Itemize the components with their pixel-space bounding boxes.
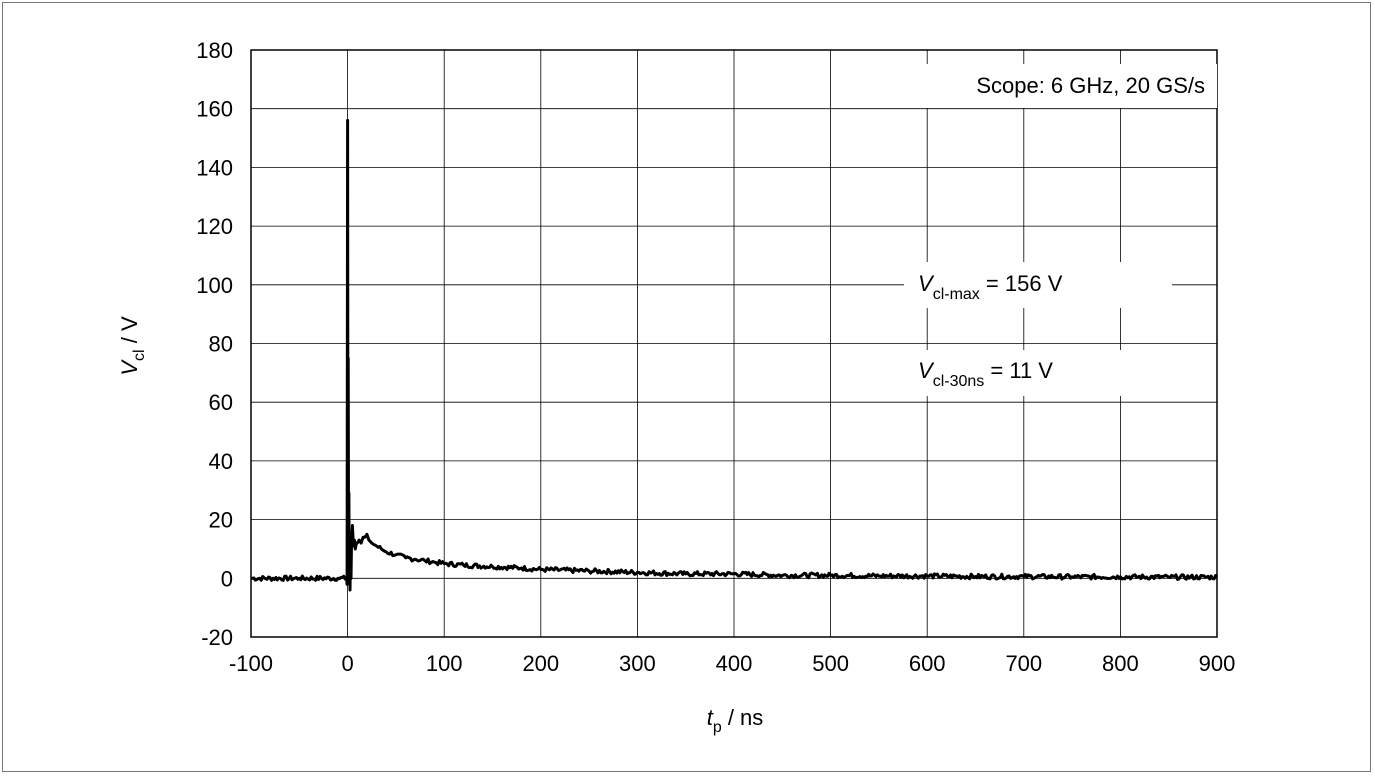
- scope-label-background: [864, 64, 1217, 108]
- y-tick-label: 40: [209, 449, 233, 474]
- x-tick-label: 500: [812, 651, 849, 676]
- grid-lines: [250, 49, 1218, 638]
- y-tick-label: 140: [196, 155, 233, 180]
- x-tick-label: 400: [716, 651, 753, 676]
- v30-label: Vcl-30ns = 11 V: [918, 358, 1053, 390]
- voltage-waveform: [251, 118, 1219, 592]
- x-tick-label: 600: [909, 651, 946, 676]
- x-tick-label: -100: [229, 651, 273, 676]
- plot-area: [250, 49, 1218, 638]
- x-tick-label: 100: [426, 651, 463, 676]
- y-axis-label: Vcl / V: [117, 316, 148, 376]
- x-tick-label: 700: [1005, 651, 1042, 676]
- x-axis-ticks: -100 0 100 200 300 400 500 600 700 800 900: [229, 651, 1235, 676]
- v30-label-background: [904, 350, 1144, 396]
- y-tick-label: 100: [196, 273, 233, 298]
- y-axis-ticks: -20 0 20 40 60 80 100 120 140 160 180: [196, 38, 233, 650]
- x-tick-label: 0: [341, 651, 353, 676]
- x-axis-label: tp / ns: [707, 705, 764, 736]
- y-tick-label: 80: [209, 332, 233, 357]
- y-tick-label: 180: [196, 38, 233, 63]
- y-tick-label: -20: [201, 625, 233, 650]
- x-tick-label: 300: [619, 651, 656, 676]
- vmax-label: Vcl-max = 156 V: [918, 271, 1063, 303]
- vmax-label-background: [904, 262, 1172, 308]
- scope-label: Scope: 6 GHz, 20 GS/s: [976, 73, 1205, 98]
- y-tick-label: 20: [209, 508, 233, 533]
- x-tick-label: 200: [522, 651, 559, 676]
- y-tick-label: 120: [196, 214, 233, 239]
- y-tick-label: 60: [209, 390, 233, 415]
- x-tick-label: 800: [1102, 651, 1139, 676]
- x-tick-label: 900: [1199, 651, 1236, 676]
- y-tick-label: 0: [221, 566, 233, 591]
- y-tick-label: 160: [196, 97, 233, 122]
